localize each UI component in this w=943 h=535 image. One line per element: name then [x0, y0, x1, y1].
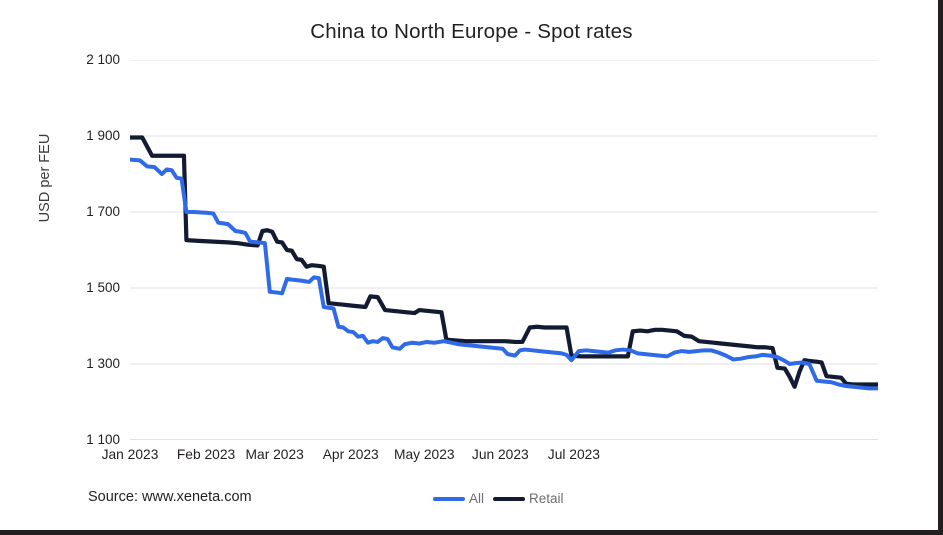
x-axis-tick-label: Feb 2023	[176, 447, 236, 462]
legend-label: Retail	[529, 491, 564, 506]
legend-swatch-all	[433, 496, 465, 501]
x-axis-tick-label: Jan 2023	[101, 447, 159, 462]
x-axis-tick-label: Mar 2023	[245, 447, 304, 462]
y-axis-tick-label: 1 700	[86, 204, 120, 219]
y-axis-tick-label: 1 100	[86, 432, 120, 447]
legend-item-all[interactable]: All	[433, 491, 484, 506]
chart-legend: All Retail	[433, 491, 564, 506]
y-axis-tick-label: 1 900	[86, 128, 120, 143]
y-axis-tick-label: 1 500	[86, 280, 120, 295]
x-axis-tick-label: May 2023	[393, 447, 455, 462]
x-axis-tick-label: Jul 2023	[547, 447, 600, 462]
series-line-retail	[130, 135, 878, 389]
x-axis-tick-label: Jun 2023	[471, 447, 529, 462]
series-line-all	[130, 157, 878, 391]
y-axis-title: USD per FEU	[37, 133, 53, 223]
legend-label: All	[469, 491, 485, 506]
line-chart-svg	[130, 60, 878, 440]
page-title: China to North Europe - Spot rates	[310, 20, 633, 43]
x-axis-tick-label: Apr 2023	[322, 447, 379, 462]
y-axis-tick-label: 2 100	[86, 52, 120, 67]
legend-item-retail[interactable]: Retail	[493, 491, 564, 506]
y-axis-tick-label: 1 300	[86, 356, 120, 371]
source-note: Source: www.xeneta.com	[88, 489, 252, 505]
legend-swatch-retail	[493, 496, 526, 501]
plot-area	[130, 60, 878, 440]
